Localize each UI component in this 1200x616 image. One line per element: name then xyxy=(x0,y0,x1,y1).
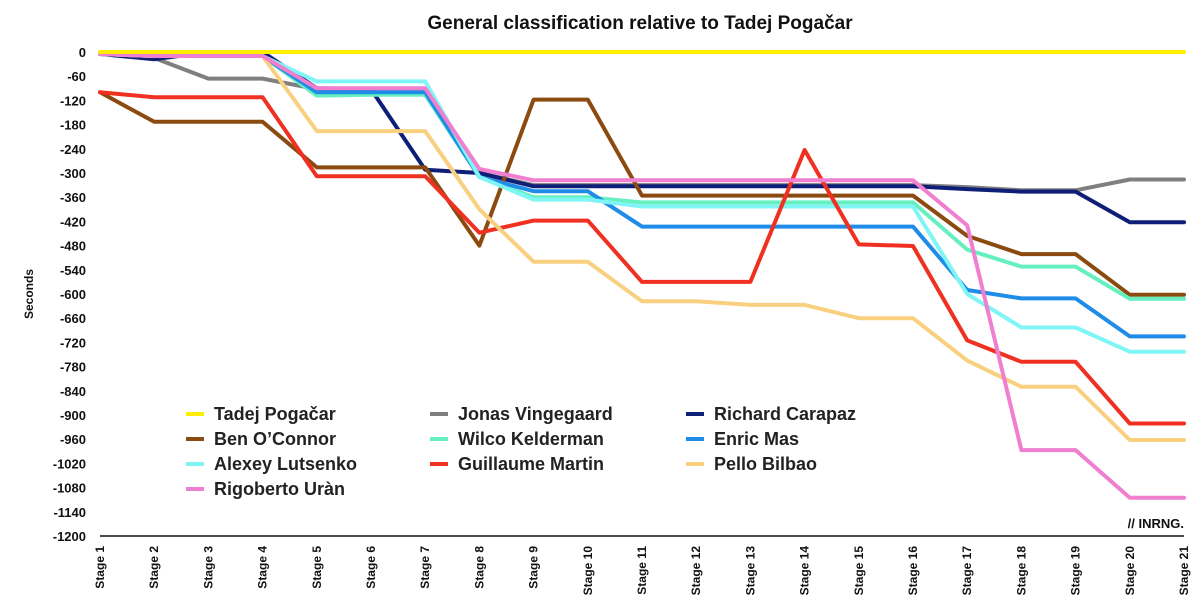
y-tick-label: -1080 xyxy=(53,481,86,496)
y-tick-label: -480 xyxy=(60,239,86,254)
x-tick-label: Stage 10 xyxy=(581,546,595,596)
legend-label: Jonas Vingegaard xyxy=(458,404,613,424)
x-tick-label: Stage 9 xyxy=(527,546,541,589)
x-tick-label: Stage 11 xyxy=(635,546,649,595)
y-tick-label: -540 xyxy=(60,263,86,278)
y-tick-label: -240 xyxy=(60,142,86,157)
series-line xyxy=(98,90,1186,426)
x-tick-label: Stage 16 xyxy=(906,546,920,596)
x-tick-label: Stage 21 xyxy=(1177,546,1191,596)
legend-label: Wilco Kelderman xyxy=(458,429,604,449)
x-tick-label: Stage 13 xyxy=(743,546,757,596)
y-tick-label: -660 xyxy=(60,311,86,326)
series-line xyxy=(98,52,1186,442)
x-tick-label: Stage 12 xyxy=(689,546,703,596)
x-tick-label: Stage 5 xyxy=(310,546,324,589)
y-tick-label: -720 xyxy=(60,335,86,350)
chart-legend: Tadej Pogačar Jonas Vingegaard Richard Car… xyxy=(186,404,856,499)
legend-label: Alexey Lutsenko xyxy=(214,454,357,474)
legend-label: Rigoberto Uràn xyxy=(214,479,345,499)
chart-title: General classification relative to Tadej… xyxy=(427,13,853,34)
y-tick-label: -360 xyxy=(60,190,86,205)
y-tick-label: -600 xyxy=(60,287,86,302)
legend-label: Tadej Pogačar xyxy=(214,404,336,424)
x-tick-label: Stage 7 xyxy=(418,546,432,589)
legend-label: Enric Mas xyxy=(714,429,799,449)
x-axis-ticks: Stage 1 Stage 2 Stage 3 Stage 4 Stage 5 Stage… xyxy=(93,546,1191,596)
y-tick-label: -180 xyxy=(60,118,86,133)
x-tick-label: Stage 1 xyxy=(93,546,107,589)
y-tick-label: -1140 xyxy=(53,505,86,520)
legend-label: Richard Carapaz xyxy=(714,404,856,424)
y-tick-label: -420 xyxy=(60,214,86,229)
y-tick-label: -840 xyxy=(60,384,86,399)
y-tick-label: 0 xyxy=(79,45,86,60)
x-tick-label: Stage 4 xyxy=(256,546,270,589)
y-tick-label: -900 xyxy=(60,408,86,423)
x-tick-label: Stage 18 xyxy=(1014,546,1028,596)
x-tick-label: Stage 8 xyxy=(472,546,486,589)
x-tick-label: Stage 15 xyxy=(852,546,866,596)
series-line xyxy=(98,52,1186,301)
y-axis-ticks: 0 -60 -120 -180 -240 -300 -360 -420 -480 -540 -600… xyxy=(53,45,86,544)
x-tick-label: Stage 14 xyxy=(798,546,812,596)
y-tick-label: -120 xyxy=(60,93,86,108)
series-line xyxy=(98,90,1186,297)
y-tick-label: -960 xyxy=(60,432,86,447)
x-tick-label: Stage 19 xyxy=(1069,546,1083,596)
x-tick-label: Stage 17 xyxy=(960,546,974,596)
legend-label: Ben O’Connor xyxy=(214,429,336,449)
x-tick-label: Stage 6 xyxy=(364,546,378,589)
x-tick-label: Stage 20 xyxy=(1123,546,1137,596)
legend-label: Guillaume Martin xyxy=(458,454,604,474)
chart-credit: // INRNG. xyxy=(1128,516,1184,531)
x-tick-label: Stage 3 xyxy=(201,546,215,589)
series-line xyxy=(98,52,1186,500)
y-tick-label: -300 xyxy=(60,166,86,181)
x-tick-label: Stage 2 xyxy=(147,546,161,589)
y-tick-label: -60 xyxy=(67,69,86,84)
legend-label: Pello Bilbao xyxy=(714,454,817,474)
y-tick-label: -1020 xyxy=(53,456,86,471)
y-tick-label: -1200 xyxy=(53,529,86,544)
chart-series-lines xyxy=(98,50,1186,500)
y-axis-label: Seconds xyxy=(22,269,36,319)
y-tick-label: -780 xyxy=(60,360,86,375)
